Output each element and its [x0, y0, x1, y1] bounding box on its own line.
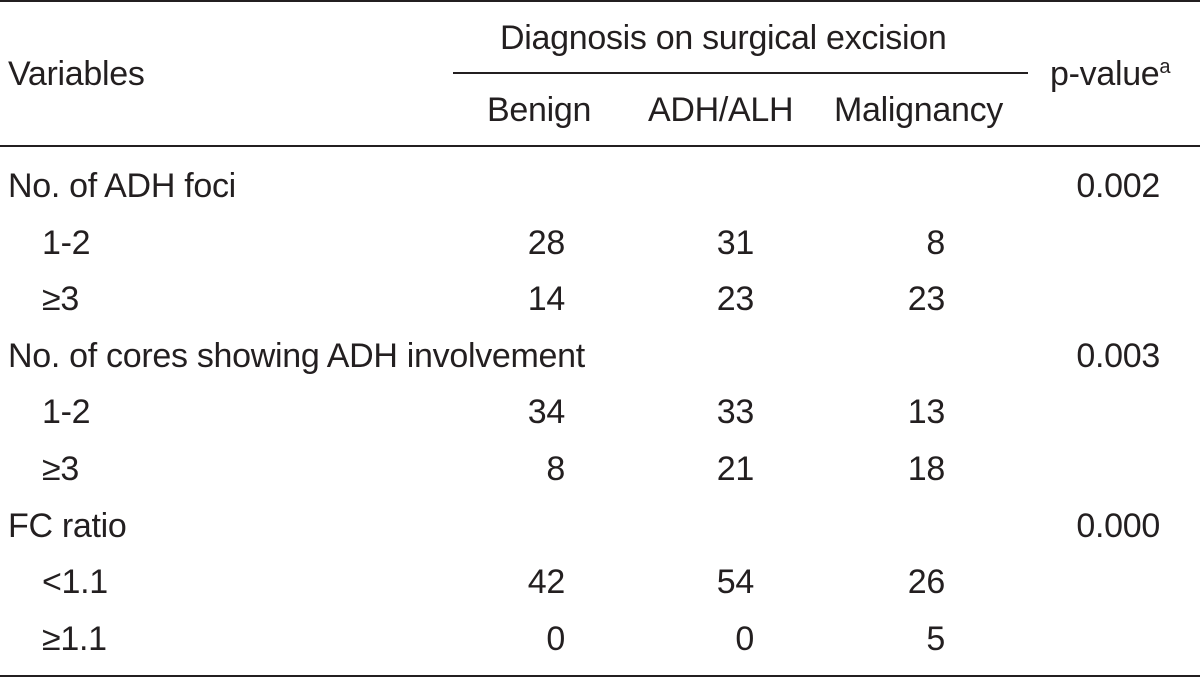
row-sublabel: ≥3 — [42, 450, 79, 488]
cell-adh-alh: 23 — [716, 280, 755, 318]
header-pvalue-superscript: a — [1159, 56, 1171, 78]
table-bottom-rule — [0, 675, 1200, 677]
row-group-label: FC ratio — [8, 507, 127, 545]
cell-malignancy: 13 — [907, 393, 946, 431]
cell-pvalue: 0.003 — [1076, 337, 1160, 375]
header-malignancy: Malignancy — [834, 91, 1003, 129]
header-pvalue-label: p-value — [1050, 55, 1160, 93]
row-sublabel: 1-2 — [42, 224, 91, 262]
cell-adh-alh: 54 — [716, 563, 755, 601]
row-sublabel: 1-2 — [42, 393, 91, 431]
cell-malignancy: 18 — [907, 450, 946, 488]
cell-benign: 34 — [527, 393, 566, 431]
cell-benign: 42 — [527, 563, 566, 601]
row-sublabel: ≥1.1 — [42, 620, 107, 658]
header-pvalue: p-valuea — [1050, 54, 1171, 94]
cell-adh-alh: 0 — [735, 620, 754, 658]
cell-benign: 0 — [546, 620, 565, 658]
cell-benign: 14 — [527, 280, 566, 318]
cell-adh-alh: 31 — [716, 224, 755, 262]
row-group-label: No. of cores showing ADH involvement — [8, 337, 585, 375]
cell-malignancy: 5 — [926, 620, 945, 658]
cell-pvalue: 0.000 — [1076, 507, 1160, 545]
cell-adh-alh: 33 — [716, 393, 755, 431]
cell-benign: 8 — [546, 450, 565, 488]
table-top-rule — [0, 0, 1200, 2]
cell-malignancy: 26 — [907, 563, 946, 601]
cell-pvalue: 0.002 — [1076, 167, 1160, 205]
cell-benign: 28 — [527, 224, 566, 262]
cell-malignancy: 8 — [926, 224, 945, 262]
header-adh-alh: ADH/ALH — [648, 91, 794, 129]
cell-adh-alh: 21 — [716, 450, 755, 488]
header-benign: Benign — [487, 91, 592, 129]
row-sublabel: ≥3 — [42, 280, 79, 318]
table-header-rule — [0, 145, 1200, 147]
header-variables: Variables — [8, 55, 145, 93]
row-sublabel: <1.1 — [42, 563, 108, 601]
cell-malignancy: 23 — [907, 280, 946, 318]
header-diagnosis-group: Diagnosis on surgical excision — [500, 19, 947, 57]
header-span-rule — [453, 72, 1028, 74]
row-group-label: No. of ADH foci — [8, 167, 236, 205]
